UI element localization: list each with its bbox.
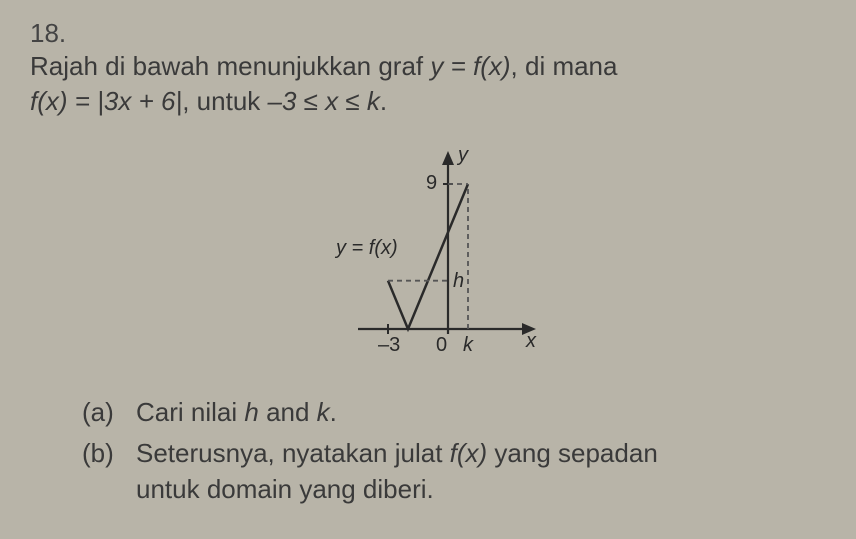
question-body: Rajah di bawah menunjukkan graf y = f(x)… — [30, 49, 790, 119]
pa-mid: and — [259, 397, 317, 427]
y-axis-label: y — [456, 144, 469, 166]
part-a: (a) Cari nilai h and k. — [82, 394, 826, 430]
part-a-text: Cari nilai h and k. — [136, 394, 826, 430]
q-line2-ineq: –3 ≤ x ≤ k — [268, 86, 380, 116]
graph-container: y x 9 –3 0 k y = f(x) h — [30, 139, 826, 369]
pa-end: . — [330, 397, 337, 427]
curve-label: y = f(x) — [334, 237, 398, 259]
part-b-label: (b) — [82, 435, 136, 508]
q-line2-pre: f(x) = |3x + 6| — [30, 86, 182, 116]
x-tick-0: 0 — [436, 334, 447, 356]
h-label: h — [453, 270, 464, 292]
x-tick-k: k — [463, 334, 474, 356]
pa-h: h — [244, 397, 258, 427]
pb-fx: f(x) — [450, 438, 488, 468]
part-a-label: (a) — [82, 394, 136, 430]
y-axis-arrow — [442, 151, 454, 165]
q-line1-pre: Rajah di bawah menunjukkan graf — [30, 51, 430, 81]
x-axis-label: x — [525, 330, 537, 352]
pa-k: k — [317, 397, 330, 427]
x-tick-neg3: –3 — [378, 334, 400, 356]
q-line2-end: . — [380, 86, 387, 116]
pa-pre: Cari nilai — [136, 397, 244, 427]
part-b: (b) Seterusnya, nyatakan julat f(x) yang… — [82, 435, 826, 508]
parts-container: (a) Cari nilai h and k. (b) Seterusnya, … — [30, 394, 826, 507]
question-header: 18. Rajah di bawah menunjukkan graf y = … — [30, 18, 826, 119]
y-tick-9: 9 — [426, 172, 437, 194]
pb-pre: Seterusnya, nyatakan julat — [136, 438, 450, 468]
part-b-text: Seterusnya, nyatakan julat f(x) yang sep… — [136, 435, 826, 508]
pb-line2: untuk domain yang diberi. — [136, 474, 434, 504]
q-line1-eq: y = f(x) — [430, 51, 510, 81]
graph-curve — [388, 184, 468, 329]
q-line1-post: , di mana — [511, 51, 618, 81]
q-line2-mid: , untuk — [182, 86, 267, 116]
graph-svg: y x 9 –3 0 k y = f(x) h — [288, 139, 568, 369]
question-number: 18. — [30, 18, 82, 49]
pb-mid: yang sepadan — [487, 438, 658, 468]
